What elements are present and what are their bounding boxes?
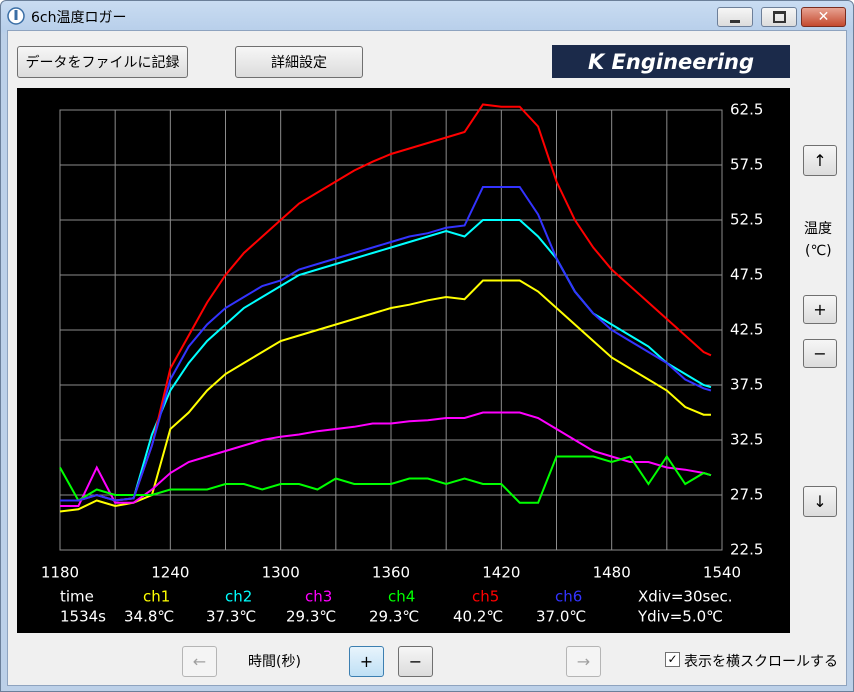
x-tick-label: 1540 bbox=[703, 564, 741, 582]
time-axis-label: 時間(秒) bbox=[248, 654, 301, 670]
legend-name: ch1 bbox=[143, 588, 170, 606]
left-button[interactable]: ← bbox=[182, 646, 217, 677]
y-tick-label: 62.5 bbox=[730, 101, 763, 119]
y-tick-label: 57.5 bbox=[730, 156, 763, 174]
legend-name: ch5 bbox=[472, 588, 499, 606]
y-tick-label: 42.5 bbox=[730, 321, 763, 339]
minimize-button[interactable] bbox=[717, 7, 753, 27]
series-line bbox=[60, 186, 712, 502]
chart: time 1534s Xdiv=30sec. Ydiv=5.0℃ 22.5 27.… bbox=[17, 88, 790, 633]
y-tick-label: 22.5 bbox=[730, 541, 763, 559]
legend-name: ch6 bbox=[555, 588, 582, 606]
x-zoom-out[interactable]: − bbox=[398, 646, 433, 677]
x-tick-label: 1300 bbox=[262, 564, 300, 582]
y-tick-label: 37.5 bbox=[730, 376, 763, 394]
channel-value: 40.2℃ bbox=[453, 608, 503, 626]
y-tick-label: 47.5 bbox=[730, 266, 763, 284]
app-icon bbox=[7, 7, 25, 25]
legend-name: ch4 bbox=[388, 588, 415, 606]
x-tick-label: 1180 bbox=[41, 564, 79, 582]
x-tick-label: 1240 bbox=[151, 564, 189, 582]
y-zoom-in[interactable]: + bbox=[803, 295, 837, 324]
down-button[interactable]: ↓ bbox=[803, 486, 837, 517]
up-button[interactable]: ↑ bbox=[803, 145, 837, 176]
close-button[interactable]: ✕ bbox=[801, 7, 846, 27]
record-button[interactable]: データをファイルに記録 bbox=[17, 46, 188, 78]
scroll-checkbox[interactable]: ✓ bbox=[665, 652, 680, 667]
y-tick-label: 32.5 bbox=[730, 431, 763, 449]
right-button[interactable]: → bbox=[566, 646, 601, 677]
y-tick-label: 27.5 bbox=[730, 486, 763, 504]
series-line bbox=[60, 219, 712, 502]
channel-value: 29.3℃ bbox=[369, 608, 419, 626]
channel-value: 37.3℃ bbox=[206, 608, 256, 626]
time-label: time bbox=[60, 588, 94, 606]
channel-value: 37.0℃ bbox=[536, 608, 586, 626]
channel-value: 34.8℃ bbox=[124, 608, 174, 626]
x-zoom-in[interactable]: + bbox=[349, 646, 384, 677]
x-tick-label: 1480 bbox=[593, 564, 631, 582]
logo: K Engineering bbox=[552, 45, 790, 78]
x-tick-label: 1360 bbox=[372, 564, 410, 582]
legend-name: ch2 bbox=[225, 588, 252, 606]
legend-name: ch3 bbox=[305, 588, 332, 606]
window-title: 6ch温度ロガー bbox=[31, 10, 127, 26]
series-line bbox=[59, 454, 712, 504]
time-value: 1534s bbox=[60, 608, 106, 626]
y-zoom-out[interactable]: − bbox=[803, 339, 837, 368]
series-line bbox=[59, 279, 711, 513]
unit: (℃) bbox=[805, 243, 832, 259]
y-tick-label: 52.5 bbox=[730, 211, 763, 229]
series-line bbox=[60, 411, 712, 507]
xdiv: Xdiv=30sec. bbox=[638, 588, 733, 606]
x-tick-label: 1420 bbox=[482, 564, 520, 582]
series-line bbox=[60, 103, 712, 502]
channel-value: 29.3℃ bbox=[286, 608, 336, 626]
scroll-checkbox-label[interactable]: 表示を横スクロールする bbox=[684, 654, 838, 670]
maximize-button[interactable] bbox=[761, 7, 797, 27]
unit-label: 温度 bbox=[804, 221, 832, 237]
ydiv: Ydiv=5.0℃ bbox=[637, 608, 723, 626]
settings-button[interactable]: 詳細設定 bbox=[235, 46, 363, 78]
